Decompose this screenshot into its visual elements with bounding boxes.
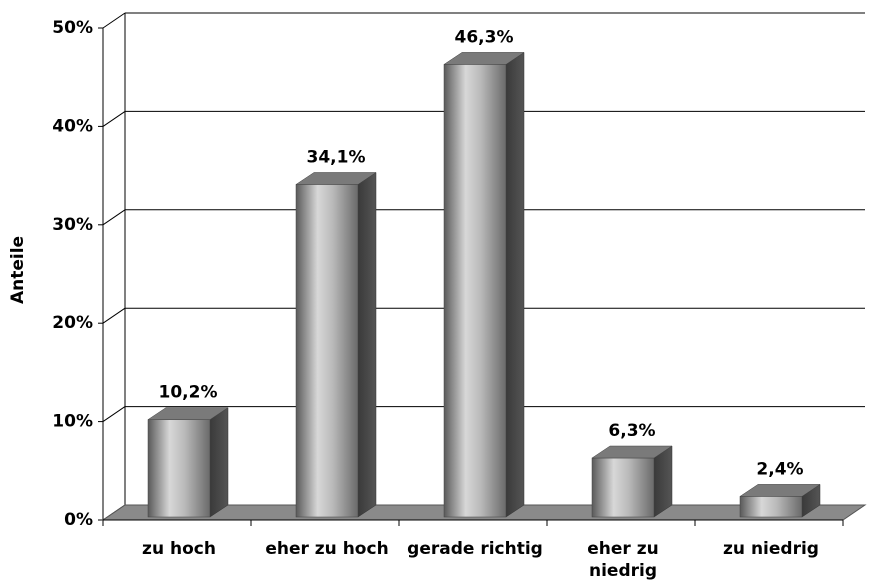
bar-side bbox=[209, 407, 229, 518]
bar-top bbox=[739, 484, 821, 497]
value-label: 2,4% bbox=[756, 459, 803, 479]
bar-top bbox=[591, 445, 673, 459]
y-tick-label: 20% bbox=[52, 313, 93, 333]
bar-front bbox=[295, 184, 359, 518]
side-grid bbox=[102, 406, 126, 423]
x-tick-label: eher zu niedrig bbox=[587, 539, 659, 581]
bar-front bbox=[147, 419, 211, 518]
y-tick-label: 0% bbox=[64, 510, 93, 530]
bar bbox=[443, 51, 525, 518]
value-label: 10,2% bbox=[159, 383, 218, 403]
bar bbox=[295, 171, 377, 518]
y-tick-label: 40% bbox=[52, 116, 93, 136]
x-tick-label: zu hoch bbox=[142, 539, 216, 559]
bar bbox=[739, 483, 821, 518]
bar bbox=[591, 445, 673, 518]
bar bbox=[147, 407, 229, 518]
side-grid bbox=[102, 209, 126, 226]
bar-top bbox=[443, 52, 525, 65]
y-tick-label: 10% bbox=[52, 412, 93, 432]
x-tick-label: eher zu hoch bbox=[265, 539, 389, 559]
side-grid bbox=[102, 12, 126, 29]
bar-side bbox=[653, 445, 673, 518]
bar-front bbox=[739, 496, 803, 518]
bar-front bbox=[443, 64, 507, 518]
bar-front bbox=[591, 457, 655, 518]
y-tick-label: 30% bbox=[52, 215, 93, 235]
side-grid bbox=[102, 307, 126, 324]
side-grid bbox=[102, 110, 126, 127]
x-tick-label: zu niedrig bbox=[723, 539, 819, 559]
x-tick-label: gerade richtig bbox=[407, 539, 543, 559]
value-label: 46,3% bbox=[455, 27, 514, 47]
y-tick-label: 50% bbox=[52, 18, 93, 38]
value-label: 6,3% bbox=[608, 421, 655, 441]
bar-side bbox=[357, 171, 377, 518]
bar-side bbox=[505, 51, 525, 518]
bar-top bbox=[147, 407, 229, 420]
y-axis-label: Anteile bbox=[8, 236, 28, 304]
bar-top bbox=[295, 172, 377, 185]
value-label: 34,1% bbox=[307, 147, 366, 167]
